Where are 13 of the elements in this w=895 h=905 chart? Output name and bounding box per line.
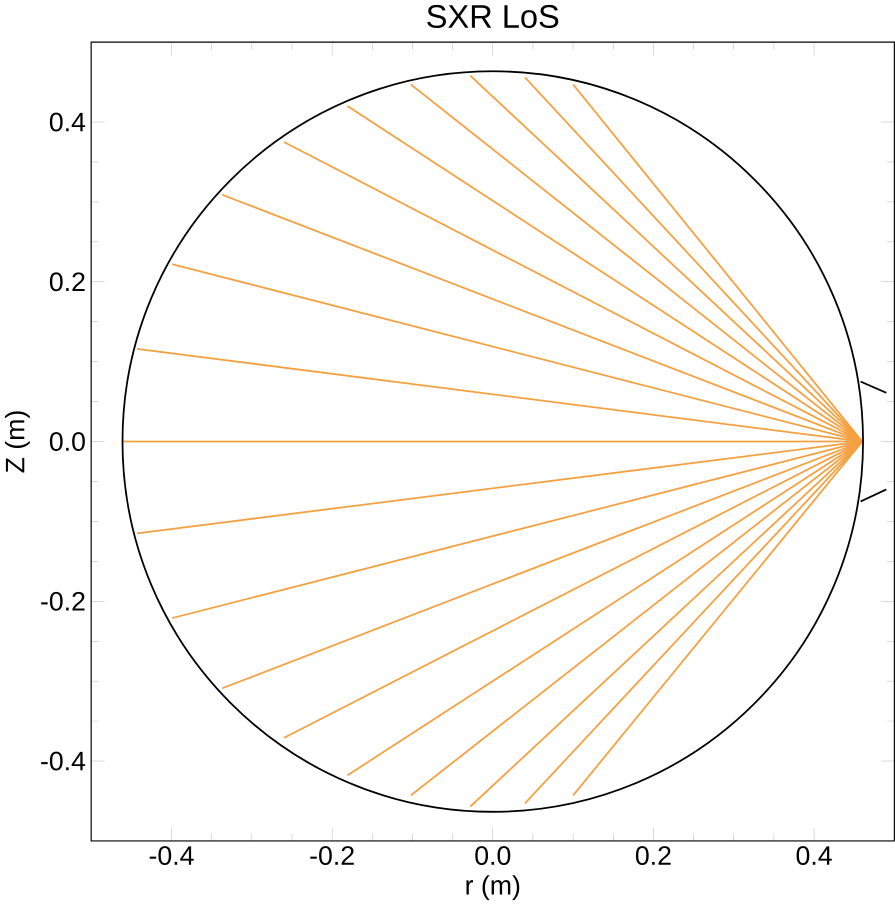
x-tick-label: -0.4 xyxy=(150,846,194,866)
x-axis-title: r (m) xyxy=(466,875,520,900)
chart-title: SXR LoS xyxy=(427,4,558,28)
y-axis-title: Z (m) xyxy=(4,411,30,473)
y-tick-label: 0.0 xyxy=(50,432,85,451)
x-tick-label: 0.2 xyxy=(636,846,671,866)
y-tick-label: 0.4 xyxy=(50,112,86,132)
y-tick-label: -0.4 xyxy=(41,752,86,770)
x-tick-label: 0.4 xyxy=(796,846,832,866)
y-tick-label: -0.2 xyxy=(41,592,85,611)
y-tick-label: 0.2 xyxy=(50,272,85,292)
x-tick-label: 0.0 xyxy=(475,846,510,866)
x-tick-label: -0.2 xyxy=(310,846,354,866)
